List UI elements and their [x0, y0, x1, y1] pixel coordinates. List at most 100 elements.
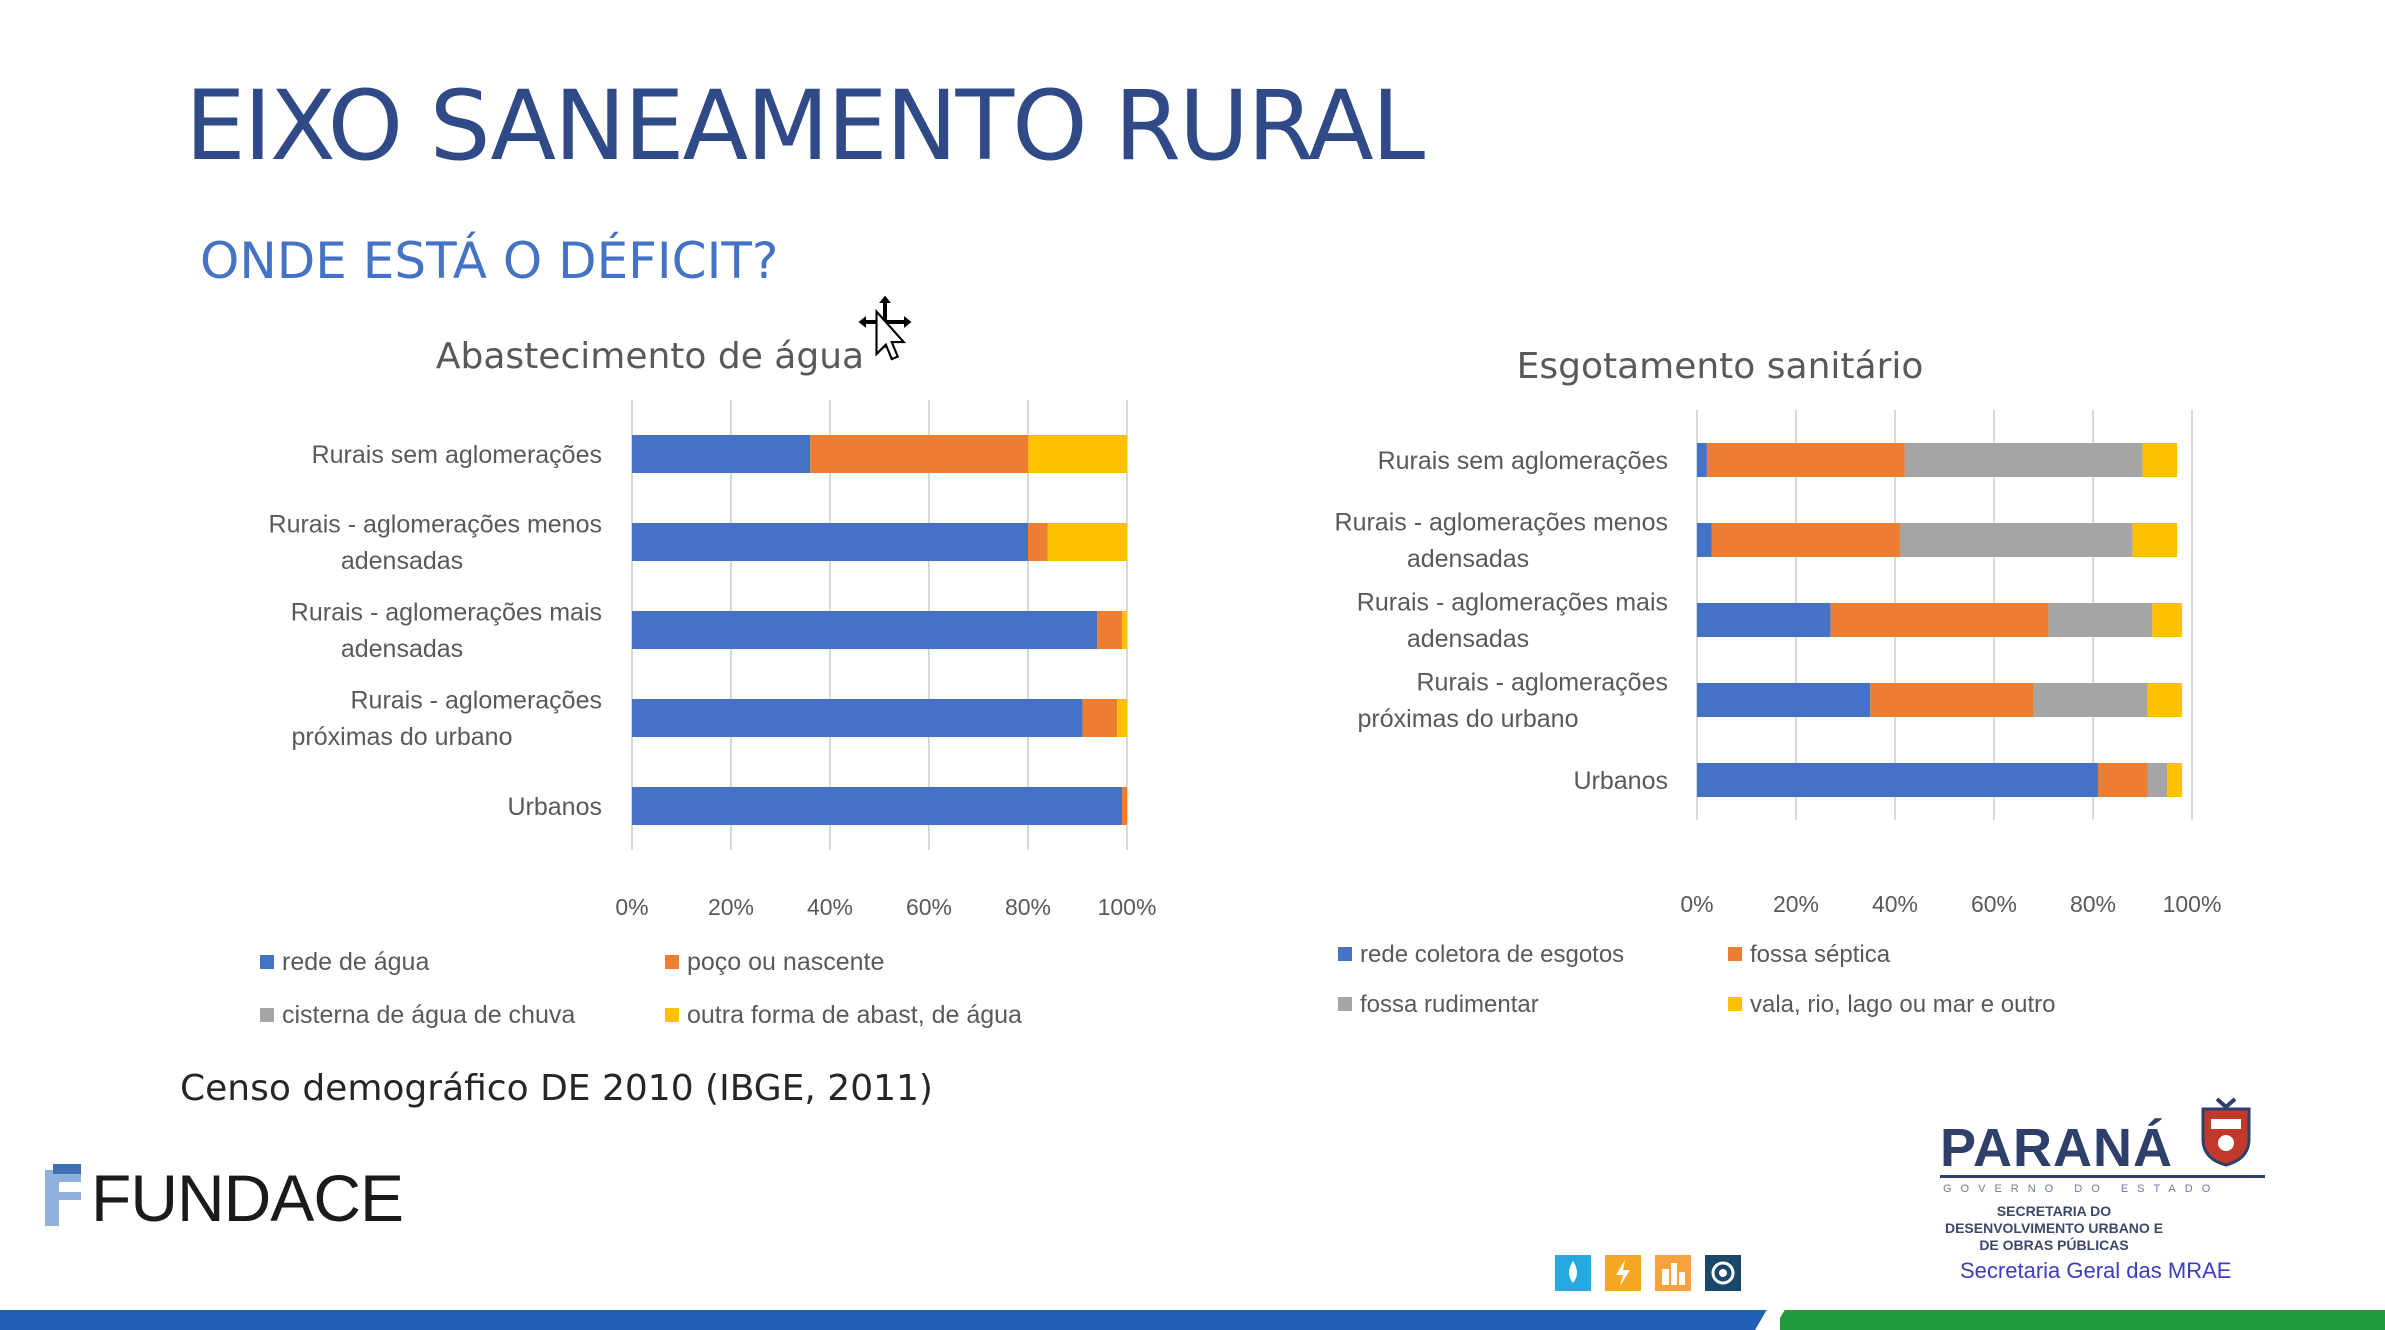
bar-segment	[2097, 763, 2148, 797]
category-label: Urbanos	[508, 793, 603, 821]
legend-swatch	[665, 1008, 679, 1022]
category-label: Rurais - aglomerações	[1417, 669, 1669, 697]
legend-swatch	[260, 955, 274, 969]
x-tick-label: 0%	[615, 894, 648, 920]
bar-segment	[1122, 787, 1127, 825]
legend-label: vala, rio, lago ou mar e outro	[1750, 991, 2056, 1018]
category-label: adensadas	[1407, 545, 1529, 573]
city-icon	[1655, 1255, 1691, 1291]
bar-segment	[2147, 763, 2168, 797]
footer-bar-blue	[0, 1310, 1770, 1330]
bar-segment	[632, 787, 1123, 825]
category-label: Rurais - aglomerações mais	[291, 599, 602, 627]
bar-segment	[1697, 683, 1871, 717]
x-tick-label: 80%	[1005, 894, 1051, 920]
parana-name: PARANÁ	[1940, 1118, 2173, 1178]
category-label: adensadas	[341, 547, 463, 575]
chart-water-supply: Abastecimento de água 0% 20% 40% 60% 80% 100% R…	[120, 330, 1200, 1050]
bar-segment	[1028, 435, 1127, 473]
x-tick-label: 40%	[807, 894, 853, 920]
legend-label: rede coletora de esgotos	[1360, 941, 1624, 968]
category-label: próximas do urbano	[1358, 705, 1579, 733]
x-tick-label: 100%	[1098, 894, 1157, 920]
parana-logo: PARANÁ GOVERNO DO ESTADO SECRETARIA DO D…	[1935, 1095, 2265, 1253]
legend-swatch	[665, 955, 679, 969]
chart-title: Abastecimento de água	[436, 336, 864, 377]
move-cursor-icon	[855, 292, 915, 361]
x-tick-label: 20%	[1773, 891, 1819, 917]
chart-water-supply-svg: Abastecimento de água 0% 20% 40% 60% 80% 100% R…	[260, 336, 1157, 1029]
legend-label: fossa rudimentar	[1360, 991, 1539, 1018]
x-tick-label: 0%	[1680, 891, 1713, 917]
bar-segment	[1028, 523, 1048, 561]
legend-label: outra forma de abast, de água	[687, 1001, 1022, 1029]
bar-segment	[1697, 763, 2098, 797]
parana-secretaria: SECRETARIA DO DESENVOLVIMENTO URBANO E D…	[1944, 1203, 2164, 1253]
x-tick-label: 80%	[2070, 891, 2116, 917]
globe-icon	[1705, 1255, 1741, 1291]
bar-segment	[2147, 683, 2183, 717]
bar-segment	[1122, 611, 1127, 649]
bar-segment	[810, 435, 1028, 473]
fundace-mark-icon	[45, 1164, 81, 1226]
bar-segment	[1697, 603, 1831, 637]
category-label: adensadas	[1407, 625, 1529, 653]
x-tick-label: 40%	[1872, 891, 1918, 917]
legend-label: rede de água	[282, 948, 429, 976]
bar-segment	[1047, 523, 1127, 561]
bar-segment	[1904, 443, 2143, 477]
category-label: Rurais - aglomerações menos	[269, 511, 602, 539]
bar-segment	[1899, 523, 2133, 557]
category-label: Rurais sem aglomerações	[1378, 447, 1668, 475]
fundace-text: FUNDACE	[91, 1161, 404, 1235]
footer-bar-green	[1780, 1310, 2385, 1330]
bar-segment	[2033, 683, 2148, 717]
source-note: Censo demográfico DE 2010 (IBGE, 2011)	[180, 1068, 933, 1109]
category-label: próximas do urbano	[292, 723, 513, 751]
category-label: adensadas	[341, 635, 463, 663]
x-tick-label: 100%	[2163, 891, 2222, 917]
bar-segment	[2142, 443, 2178, 477]
x-tick-label: 20%	[708, 894, 754, 920]
bar-segment	[1117, 699, 1127, 737]
chart-sanitation-svg: Esgotamento sanitário 0% 20% 40% 60% 80% 100% R…	[1335, 346, 2222, 1018]
legend-label: cisterna de água de chuva	[282, 1001, 575, 1029]
bar-segment	[1830, 603, 2049, 637]
bar-segment	[2048, 603, 2153, 637]
legend-swatch	[1338, 997, 1352, 1011]
bar-segment	[632, 435, 811, 473]
legend-swatch	[1338, 947, 1352, 961]
chart-title: Esgotamento sanitário	[1517, 346, 1924, 387]
bar-segment	[632, 611, 1098, 649]
x-tick-label: 60%	[1971, 891, 2017, 917]
legend-label: poço ou nascente	[687, 948, 884, 976]
chart-sanitation: Esgotamento sanitário 0% 20% 40% 60% 80% 100% R…	[1190, 340, 2290, 1040]
legend-label: fossa séptica	[1750, 941, 1891, 968]
category-label: Rurais sem aglomerações	[312, 441, 602, 469]
bar-segment	[632, 523, 1028, 561]
category-label: Rurais - aglomerações menos	[1335, 509, 1668, 537]
category-label: Urbanos	[1574, 767, 1669, 795]
bar-segment	[2167, 763, 2183, 797]
bar-segment	[1697, 523, 1712, 557]
sdg-icons	[1555, 1255, 1741, 1291]
bar-segment	[2132, 523, 2178, 557]
slide-subtitle: ONDE ESTÁ O DÉFICIT?	[200, 232, 779, 290]
bar-segment	[2152, 603, 2183, 637]
parana-tagline: GOVERNO DO ESTADO	[1943, 1183, 2220, 1195]
mrae-label: Secretaria Geral das MRAE	[1960, 1258, 2232, 1283]
legend-swatch	[1728, 997, 1742, 1011]
category-label: Rurais - aglomerações	[351, 687, 603, 715]
category-label: Rurais - aglomerações mais	[1357, 589, 1668, 617]
bar-segment	[632, 699, 1083, 737]
bar-segment	[1097, 611, 1123, 649]
bar-segment	[1082, 699, 1118, 737]
parana-divider	[1940, 1175, 2265, 1178]
bar-segment	[1711, 523, 1900, 557]
bar-segment	[1706, 443, 1905, 477]
parana-crest-icon	[2201, 1097, 2251, 1167]
legend-swatch	[260, 1008, 274, 1022]
legend-swatch	[1728, 947, 1742, 961]
water-drop-icon	[1555, 1255, 1591, 1291]
energy-icon	[1605, 1255, 1641, 1291]
